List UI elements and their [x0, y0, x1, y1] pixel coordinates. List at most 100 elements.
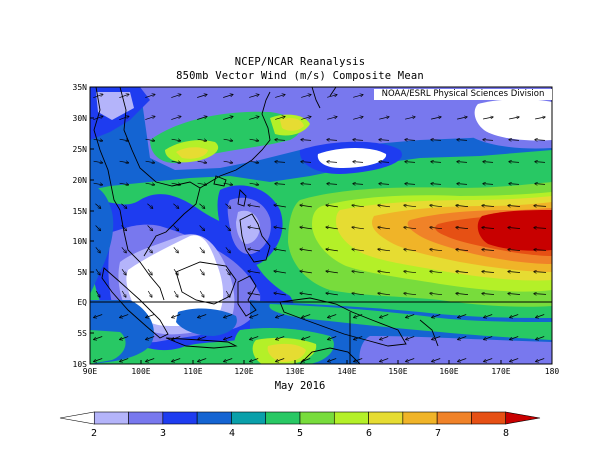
wind-vector [223, 183, 233, 185]
wind-vector [406, 314, 415, 318]
wind-vector [250, 336, 259, 340]
wind-vector [147, 247, 152, 252]
wind-vector [119, 94, 128, 99]
wind-vector [172, 314, 181, 318]
lon-label-160e: 160E [439, 367, 458, 376]
lon-label-180: 180 [545, 367, 560, 376]
wind-vector [300, 205, 312, 207]
wind-vector [457, 117, 467, 120]
wind-vector [404, 271, 417, 272]
lat-label-5s: 5S [77, 329, 87, 338]
wind-vector [536, 358, 545, 362]
wind-vector [120, 358, 129, 362]
wind-vector [353, 117, 363, 120]
wind-vector [482, 206, 495, 207]
wind-vector [404, 205, 417, 206]
coast-taiwan [237, 189, 247, 207]
wind-vector [456, 271, 469, 272]
wind-vector [276, 336, 285, 340]
wind-vector [300, 293, 312, 295]
field-lav-se [359, 336, 552, 364]
wind-vector [430, 227, 443, 228]
wind-vector [510, 358, 519, 362]
wind-vector [482, 228, 495, 229]
wind-vector [431, 162, 442, 163]
wind-vector [120, 336, 129, 340]
wind-vector [430, 205, 443, 206]
wind-vector [352, 249, 364, 251]
wind-vector [223, 139, 233, 141]
wind-vector [173, 225, 179, 231]
chart-title-line1: NCEP/NCAR Reanalysis [234, 56, 366, 68]
wind-vector [248, 227, 260, 230]
wind-vector [405, 140, 416, 141]
wind-vector [509, 184, 520, 185]
wind-vector [327, 184, 338, 185]
coast-australia-north [299, 347, 361, 364]
colorbar-swatch [436, 411, 472, 425]
wind-vectors [93, 94, 547, 362]
wind-vector [536, 314, 545, 318]
wind-vector [146, 358, 155, 362]
wind-vector [94, 358, 103, 362]
lat-label-20n: 20N [73, 176, 88, 185]
wind-vector [250, 358, 259, 362]
coast-china-east [199, 91, 271, 189]
wind-vector [224, 358, 233, 362]
lat-label-30n: 30N [73, 114, 88, 123]
wind-vector [458, 314, 467, 318]
colorbar-swatch [162, 411, 198, 425]
field-white-pocket [317, 148, 387, 168]
wind-vector [534, 228, 547, 229]
wind-vector [483, 184, 494, 185]
lon-label-140e: 140E [337, 367, 356, 376]
wind-vector [197, 117, 207, 120]
wind-vector [404, 227, 417, 228]
wind-vector [482, 294, 495, 295]
wind-vector [275, 117, 285, 120]
wind-vector [327, 140, 338, 141]
wind-vector [354, 314, 363, 318]
wind-vector [93, 139, 103, 141]
wind-vector [274, 293, 286, 296]
axis-tick-marks [89, 86, 553, 365]
wind-vector [225, 290, 230, 297]
lat-label-5n: 5N [77, 268, 87, 277]
wind-vector [225, 203, 230, 209]
colorbar-swatch [299, 411, 335, 425]
wind-vector [147, 225, 153, 231]
wind-vector [145, 116, 154, 120]
wind-vector [510, 336, 519, 340]
lon-label-170e: 170E [491, 367, 510, 376]
wind-vector [225, 268, 230, 275]
wind-vector [172, 358, 181, 362]
lon-tick-labels: 90E 100E 110E 120E 130E 140E 150E 160E 1… [83, 367, 560, 376]
wind-vector [378, 227, 391, 229]
wind-vector [249, 183, 259, 185]
wind-vector [326, 271, 338, 273]
wind-vector [121, 268, 126, 275]
wind-vector [354, 336, 363, 340]
wind-vector [404, 293, 417, 294]
colorbar-swatch [93, 411, 129, 425]
wind-vector [353, 140, 364, 141]
field-yellow-2 [280, 118, 304, 131]
wind-vector [250, 314, 259, 318]
wind-vector [199, 203, 204, 209]
wind-vector [275, 95, 285, 98]
wind-vector [482, 250, 495, 251]
wind-vector [328, 336, 337, 340]
wind-speed-field [90, 87, 552, 364]
wind-vector [302, 358, 311, 362]
wind-vector [274, 249, 286, 252]
wind-vector [406, 358, 415, 362]
wind-vector [380, 314, 389, 318]
coast-indochina-west [93, 87, 165, 301]
wind-vector [94, 336, 103, 340]
wind-vector [121, 290, 126, 297]
wind-vector [432, 314, 441, 318]
wind-vector [93, 161, 103, 163]
wind-vector [223, 117, 233, 120]
wind-vector [431, 184, 442, 185]
